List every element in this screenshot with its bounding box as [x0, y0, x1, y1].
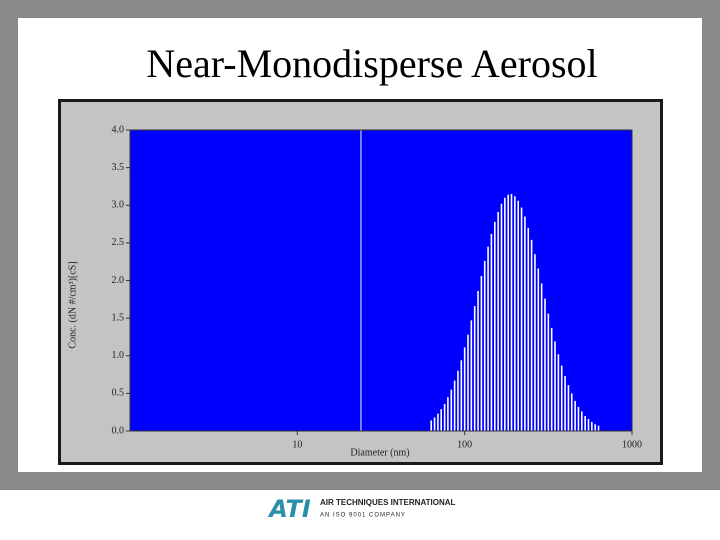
bar — [447, 397, 449, 431]
bar — [477, 291, 479, 431]
bar — [430, 420, 433, 431]
bar — [557, 354, 560, 431]
bar — [514, 196, 516, 431]
bar — [440, 409, 442, 431]
bar — [537, 268, 540, 431]
bar — [437, 413, 439, 431]
x-tick-label: 1000 — [622, 439, 642, 450]
bar — [433, 417, 436, 431]
bar — [527, 227, 530, 431]
bar — [517, 200, 520, 431]
y-tick-label: 0.0 — [112, 425, 125, 436]
bar — [591, 421, 593, 431]
x-axis-label: Diameter (nm) — [350, 447, 409, 458]
bar — [473, 306, 476, 431]
bar — [597, 425, 600, 431]
bar — [490, 233, 493, 431]
y-tick-label: 4.0 — [112, 124, 125, 135]
y-tick-label: 3.5 — [112, 162, 125, 173]
bar — [560, 365, 563, 431]
plot: 0.0 0.5 1.0 1.5 2.0 2.5 3.0 3.5 4.0 10 100 1000 — [112, 124, 643, 450]
bar — [443, 403, 446, 431]
bar — [567, 385, 570, 431]
bar — [577, 406, 580, 431]
bar — [480, 275, 483, 431]
bar — [524, 216, 526, 431]
bar — [564, 376, 566, 431]
bar — [483, 260, 486, 431]
bar — [554, 341, 556, 431]
bar — [584, 415, 586, 431]
y-tick-label: 3.0 — [112, 200, 125, 211]
bar — [587, 418, 590, 431]
bar — [450, 389, 453, 431]
y-tick-label: 1.5 — [112, 312, 125, 323]
bar — [547, 313, 550, 431]
y-tick-label: 2.5 — [112, 237, 125, 248]
bar — [463, 347, 466, 431]
y-tick-label: 1.0 — [112, 350, 125, 361]
bar — [540, 283, 543, 431]
x-tick-label: 100 — [457, 439, 472, 450]
y-axis-label: Conc. (dN #/cm³)[cS] — [67, 261, 78, 348]
bar — [494, 221, 496, 431]
company-tagline: AN ISO 9001 COMPANY — [320, 513, 406, 519]
chart-title: Near-Monodisperse Aerosol — [146, 41, 597, 86]
bar — [534, 254, 536, 431]
bar — [530, 239, 533, 431]
bar — [574, 400, 576, 431]
bar — [510, 193, 513, 431]
bar — [467, 334, 469, 431]
x-tick-label: 10 — [292, 439, 302, 450]
bar — [487, 246, 489, 431]
bar — [504, 197, 506, 431]
bar — [581, 411, 583, 431]
bar — [507, 194, 509, 431]
bar — [544, 298, 546, 431]
bar — [570, 393, 573, 431]
company-name: AIR TECHNIQUES INTERNATIONAL — [320, 498, 456, 507]
y-tick-label: 0.5 — [112, 388, 125, 399]
bar — [594, 424, 596, 431]
logo: ATI — [267, 495, 311, 523]
bar — [453, 380, 456, 431]
bar — [460, 360, 463, 431]
bar — [457, 370, 459, 431]
plot-area — [130, 130, 632, 431]
bar — [520, 207, 523, 431]
bar — [470, 320, 473, 431]
plot-border — [129, 129, 633, 432]
bar — [497, 212, 499, 431]
y-tick-label: 2.0 — [112, 275, 125, 286]
bar — [550, 327, 553, 431]
bar — [500, 203, 503, 431]
